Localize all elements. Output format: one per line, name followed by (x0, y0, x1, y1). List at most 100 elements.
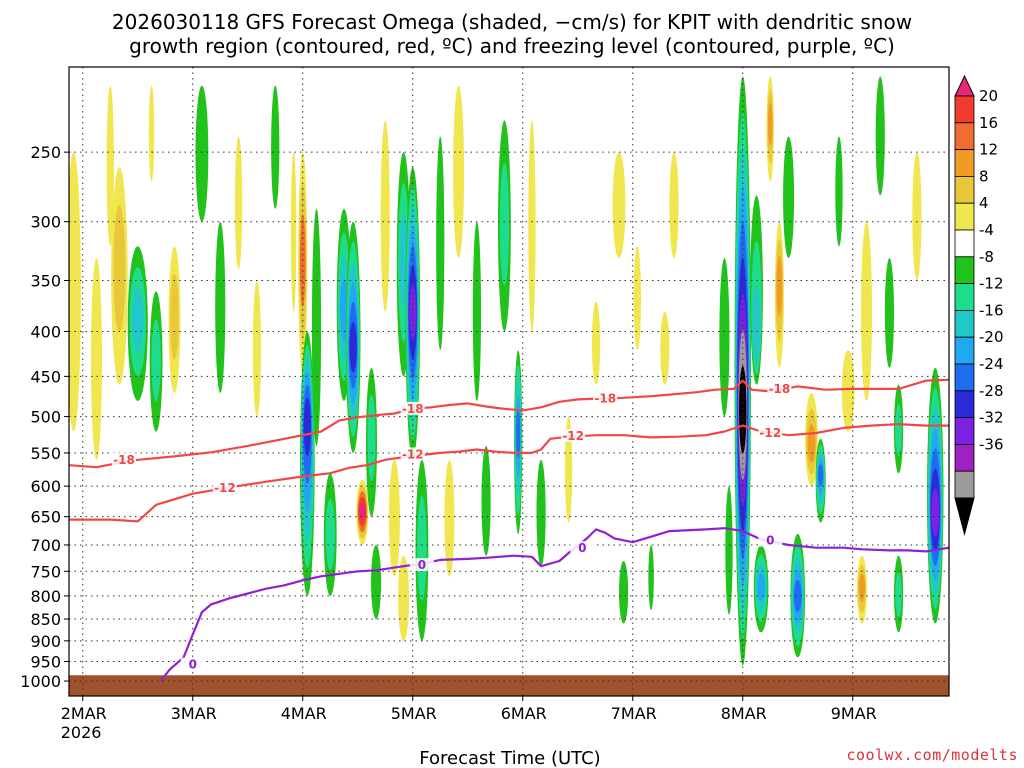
omega-shade-level (367, 394, 376, 482)
contour-label: -18 (769, 382, 791, 396)
omega-blob (815, 438, 826, 523)
contour-label-bg (561, 428, 586, 442)
contour-label-bg (112, 452, 136, 466)
omega-blob (536, 459, 546, 567)
contour-label-bg (758, 426, 783, 440)
chart-title-line1: 2026030118 GFS Forecast Omega (shaded, −… (112, 10, 912, 34)
colorbar-label: 20 (979, 87, 998, 105)
y-tick-label: 1000 (20, 672, 61, 691)
omega-shade-level (472, 221, 482, 402)
colorbar-swatch (954, 229, 975, 258)
omega-shading-layer (69, 76, 944, 666)
omega-shade-level (739, 365, 747, 454)
colorbar-label: 8 (979, 167, 989, 185)
omega-blob (528, 120, 536, 332)
omega-blob (215, 221, 226, 393)
omega-shade-level (669, 152, 679, 259)
colorbar-swatch (954, 363, 975, 392)
y-tick-label: 550 (30, 444, 61, 463)
omega-shade-level (807, 424, 816, 463)
omega-blob (719, 258, 730, 417)
y-tick-label: 850 (30, 610, 61, 629)
y-tick-label: 400 (30, 322, 61, 341)
colorbar-swatch (954, 95, 975, 124)
omega-blob (841, 350, 855, 432)
omega-blob (356, 479, 369, 545)
omega-blob (195, 85, 209, 222)
x-tick-label: 5MAR (391, 704, 437, 723)
omega-shade-level (861, 221, 872, 402)
omega-blob (498, 120, 511, 332)
colorbar-swatch (954, 283, 975, 311)
y-tick-label: 300 (30, 213, 61, 232)
grid-layer (69, 67, 949, 696)
omega-shade-level (417, 495, 427, 601)
omega-shade-level (858, 573, 866, 602)
omega-blob (856, 555, 867, 624)
omega-blob (91, 258, 102, 460)
colorbar-swatch (954, 202, 975, 231)
omega-shade-level (113, 204, 126, 332)
omega-blob (398, 555, 410, 641)
x-tick-label: 2MAR (61, 704, 107, 723)
contour-label-bg (758, 533, 783, 547)
omega-blob (564, 416, 573, 523)
colorbar-bottom-arrow (954, 497, 975, 536)
omega-blob (323, 473, 337, 596)
omega-blob (69, 152, 81, 432)
colorbar-swatch (954, 175, 975, 204)
omega-blob (805, 392, 818, 487)
colorbar-label: 12 (979, 141, 998, 159)
omega-blob (884, 258, 895, 368)
omega-shade-level (752, 286, 761, 365)
omega-blob (472, 221, 482, 402)
omega-shade-level (660, 311, 670, 385)
omega-blob (750, 195, 763, 385)
omega-shade-level (388, 459, 400, 577)
x-tick-label: 4MAR (281, 704, 327, 723)
contour-label: -12 (562, 429, 584, 443)
colorbar-swatch (954, 149, 975, 177)
y-tick-label: 350 (30, 272, 61, 291)
omega-shade-level (884, 258, 895, 368)
contour-layer (69, 378, 949, 682)
omega-shade-level (783, 136, 795, 259)
contour-label: 0 (766, 534, 774, 548)
y-tick-label: 500 (30, 408, 61, 427)
colorbar-swatch (954, 256, 975, 284)
y-tick-label: 250 (30, 143, 61, 162)
colorbar-swatch (954, 417, 975, 445)
omega-shade-level (719, 258, 730, 417)
omega-shade-level (499, 162, 510, 286)
omega-blob (415, 459, 429, 641)
contour-label-bg (409, 558, 434, 572)
omega-shade-level (195, 85, 209, 222)
x-tick-label: 9MAR (831, 704, 877, 723)
colorbar-label: -24 (979, 355, 1004, 373)
omega-blob (927, 367, 944, 624)
colorbar-label: -32 (979, 409, 1004, 427)
omega-blob (436, 136, 445, 351)
omega-blob (481, 445, 491, 556)
omega-shade-level (767, 102, 773, 146)
omega-blob (783, 136, 795, 259)
y-tick-label: 750 (30, 562, 61, 581)
contour-label-bg (767, 381, 792, 395)
contour-label-bg (400, 447, 425, 461)
omega-shade-level (835, 136, 843, 247)
omega-shade-level (359, 502, 366, 520)
colorbar-label: 4 (979, 194, 989, 212)
omega-blob (894, 384, 904, 474)
omega-shade-level (591, 301, 601, 385)
omega-blob (371, 544, 382, 620)
omega-blob (766, 76, 774, 182)
contour-line (69, 423, 949, 523)
y-tick-label: 650 (30, 508, 61, 527)
omega-blob (345, 221, 361, 453)
contour-label-bg (570, 541, 595, 555)
colorbar-label: -4 (979, 221, 994, 239)
contour-label-bg (180, 657, 205, 671)
omega-blob (127, 246, 148, 402)
